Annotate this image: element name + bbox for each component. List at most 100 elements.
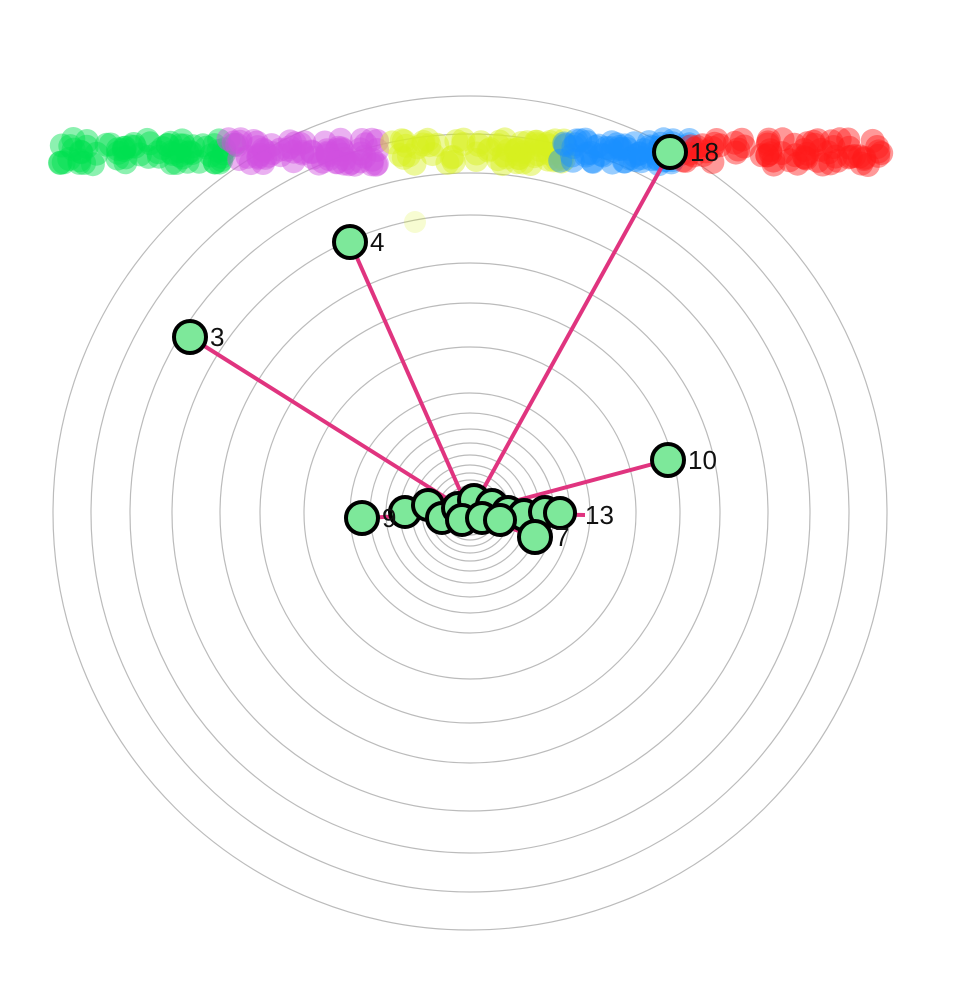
band-dot [524, 129, 549, 154]
band-dot [552, 134, 577, 159]
band-dot [599, 130, 624, 155]
band-dot [485, 147, 510, 172]
ring [259, 302, 681, 724]
node-label: 4 [370, 227, 384, 257]
band-dot [607, 137, 632, 161]
band-dot [487, 129, 512, 154]
band-dot [869, 141, 894, 166]
band-dot [559, 143, 584, 168]
node [652, 134, 688, 170]
band-dot [246, 145, 271, 170]
band-dot [506, 146, 531, 171]
band-dot [170, 145, 195, 170]
band-dot [389, 128, 414, 153]
band-dot [777, 148, 802, 173]
band-dot [523, 129, 548, 154]
band-dot [168, 133, 193, 158]
band-dot [252, 138, 277, 163]
band-dot [268, 143, 293, 168]
band-dot [246, 144, 271, 169]
band-dot [466, 132, 491, 157]
band-dot [836, 145, 861, 170]
band-dot [324, 150, 349, 175]
band-dot [260, 141, 285, 166]
band-dot [241, 129, 266, 153]
band-dot [155, 133, 180, 158]
band-dot [506, 137, 531, 162]
ring [303, 346, 637, 680]
band-dot [794, 146, 819, 171]
band-dot [801, 129, 826, 154]
band-dot [444, 129, 469, 154]
band-dot [726, 137, 751, 162]
band-dot [209, 148, 234, 172]
band-dot [330, 142, 355, 167]
band-dot [535, 147, 560, 172]
band-dot [310, 149, 335, 174]
band-dot [802, 132, 827, 157]
band-dot [503, 138, 528, 163]
band-dot [111, 138, 136, 162]
band-dot [164, 151, 189, 175]
band-dot [534, 131, 559, 156]
band-dot [795, 131, 820, 156]
band-dot [522, 144, 547, 169]
band-dot [235, 144, 260, 169]
band-dot [299, 139, 324, 164]
band-dot [348, 137, 373, 162]
band-dot [106, 140, 131, 165]
band-dot [524, 131, 549, 156]
band-dot [544, 147, 569, 172]
band-dot [682, 136, 707, 161]
band-dot [290, 139, 315, 164]
band-dot [312, 130, 337, 155]
band-dot [561, 135, 586, 159]
band-dot [150, 136, 175, 161]
band-dot [119, 134, 143, 159]
band-dot [58, 134, 83, 159]
band-dot [159, 140, 183, 165]
band-dot [496, 138, 521, 163]
band-dot [222, 132, 247, 157]
band-dot [212, 137, 237, 162]
band-dot [245, 135, 270, 160]
band-dot [359, 127, 384, 152]
node-cluster [388, 483, 577, 537]
band-dot [136, 144, 161, 169]
band-dot [836, 127, 861, 152]
band-dot [708, 133, 732, 158]
band-dot [221, 130, 246, 155]
edge [188, 335, 472, 515]
band-dot [579, 140, 604, 165]
band-dot [207, 128, 232, 153]
ring [219, 262, 721, 764]
band-dot [852, 147, 877, 171]
band-dot [61, 127, 86, 151]
band-dot [121, 132, 146, 156]
band-dot [415, 127, 440, 152]
color-bands [48, 127, 894, 233]
band-dot [518, 152, 543, 176]
band-dot [350, 128, 374, 152]
band-dot [441, 149, 466, 174]
band-dot [202, 150, 227, 175]
band-dot [575, 141, 599, 166]
band-dot [622, 131, 647, 156]
band-dot [537, 130, 562, 154]
band-dot [405, 135, 430, 160]
band-dot [551, 128, 576, 153]
node-label: 10 [688, 445, 717, 475]
band-dot [61, 137, 86, 162]
band-dot [618, 146, 642, 171]
band-dot [199, 143, 223, 168]
band-dot [326, 135, 351, 160]
band-dot [180, 141, 205, 166]
band-dot [317, 147, 342, 172]
band-dot [396, 143, 421, 168]
band-dot [159, 151, 184, 175]
band-dot [105, 146, 130, 171]
band-dot [123, 134, 147, 159]
band-dot [315, 141, 340, 166]
band-dot [167, 139, 192, 164]
